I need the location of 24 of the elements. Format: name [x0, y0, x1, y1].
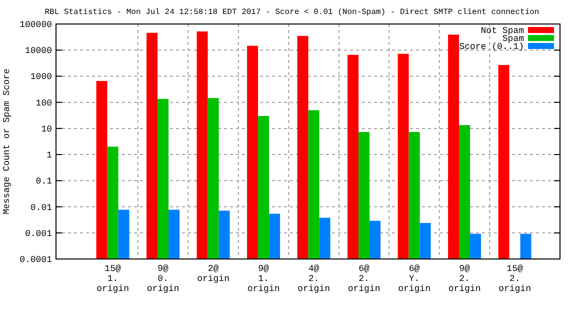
y-tick-label: 0.0001 [20, 255, 52, 265]
x-tick-label: 4@ 2. origin [298, 264, 330, 294]
y-tick-label: 1 [46, 150, 52, 161]
legend-label: Score (0..1) [459, 42, 524, 52]
x-tick-label: 6@ 2. origin [348, 264, 380, 294]
y-axis-title: Message Count or Spam Score [2, 68, 12, 214]
y-tick-label: 0.1 [36, 176, 52, 187]
y-tick-label: 0.001 [24, 228, 52, 239]
y-tick-label: 10000 [24, 46, 52, 56]
x-tick-label: 15@ 1. origin [96, 264, 129, 294]
y-tick-label: 0.01 [30, 202, 52, 213]
legend-label: Not Spam [480, 26, 524, 36]
y-tick-label: 1000 [30, 72, 52, 82]
x-tick-label: 9@ 1. origin [247, 264, 280, 294]
x-tick-label: 2@ origin [197, 264, 230, 284]
x-tick-label: 15@ 2. origin [498, 264, 531, 294]
y-tick-label: 100 [36, 98, 52, 108]
y-tick-label: 10 [41, 124, 52, 134]
chart-title: RBL Statistics - Mon Jul 24 12:58:18 EDT 2017 - Score < 0.01 (Non-Spam) - Direct SMTP client connection [44, 8, 540, 17]
x-tick-label: 6@ Y. origin [398, 264, 430, 294]
legend-label: Spam [502, 34, 524, 44]
x-tick-label: 9@ 0. origin [146, 264, 180, 294]
y-tick-label: 100000 [20, 20, 52, 30]
x-tick-label: 9@ 2. origin [448, 264, 481, 294]
